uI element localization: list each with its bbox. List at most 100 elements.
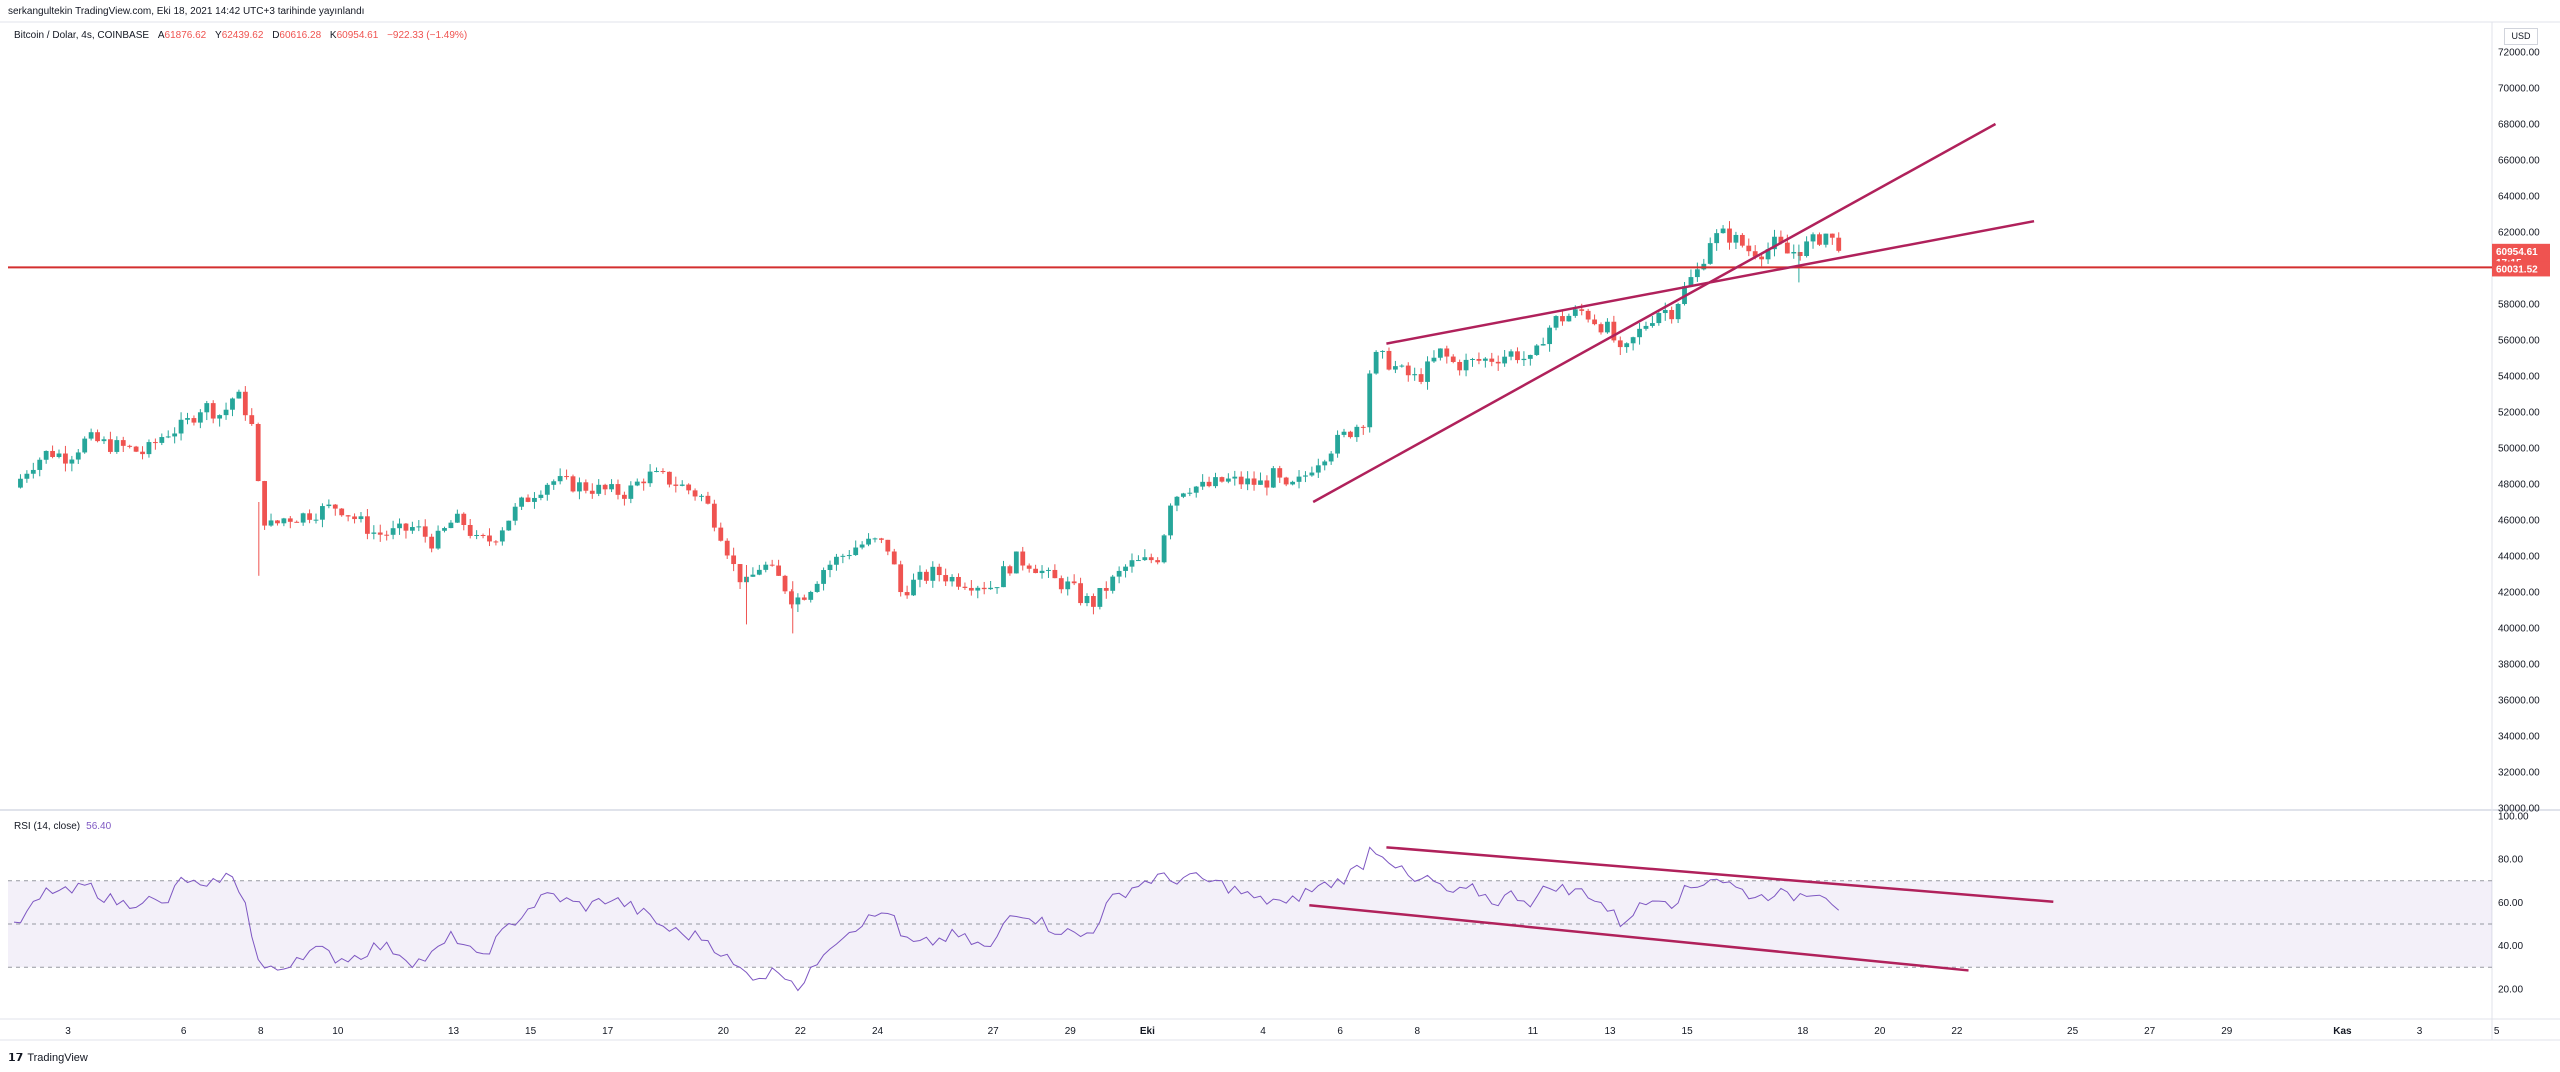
candle-body — [499, 530, 505, 542]
candle-body — [1116, 570, 1122, 577]
candle-body — [808, 591, 814, 600]
candle-body — [133, 446, 139, 452]
candle-body — [1566, 315, 1572, 322]
candle-body — [1033, 568, 1039, 574]
time-tick-label: 25 — [2067, 1026, 2079, 1037]
candle-body — [1791, 252, 1797, 254]
candle-body — [1611, 321, 1617, 341]
time-tick-label: 6 — [181, 1026, 187, 1037]
candle-body — [249, 415, 255, 425]
candle-body — [1733, 234, 1739, 243]
candle-body — [442, 528, 447, 531]
time-tick-label: 11 — [1528, 1026, 1539, 1037]
candle-body — [1656, 313, 1662, 324]
time-tick-label: 13 — [448, 1026, 460, 1037]
candle-body — [1129, 560, 1135, 567]
candle-body — [1322, 461, 1328, 466]
candle-body — [1270, 468, 1276, 488]
rsi-trendline — [1386, 846, 2054, 903]
candle-body — [1309, 472, 1315, 476]
candle-body — [448, 522, 454, 529]
candle-body — [210, 403, 216, 419]
candle-body — [191, 418, 197, 423]
candle-body — [114, 440, 120, 452]
candle-body — [988, 587, 994, 590]
candle-body — [1148, 557, 1154, 561]
candle-body — [108, 439, 113, 452]
price-tick-label: 44000.00 — [2498, 552, 2540, 563]
tradingview-logo-text: TradingView — [27, 1052, 88, 1064]
candle-body — [1470, 358, 1475, 360]
rsi-tick-label: 40.00 — [2498, 941, 2523, 952]
time-tick-label: 8 — [258, 1026, 264, 1037]
candle-body — [268, 520, 274, 526]
candle-body — [101, 439, 107, 442]
time-tick-label: 17 — [602, 1026, 614, 1037]
candle-body — [204, 403, 210, 413]
price-tick-label: 62000.00 — [2498, 228, 2540, 239]
candle-body — [300, 513, 306, 523]
candle-body — [1348, 431, 1353, 438]
open-label: A — [157, 30, 165, 41]
candle-body — [403, 523, 409, 531]
candle-body — [525, 497, 531, 502]
candle-body — [1560, 316, 1565, 322]
time-tick-label: 20 — [718, 1026, 730, 1037]
candle-body — [609, 484, 614, 490]
candle-body — [577, 482, 582, 492]
price-tick-label: 34000.00 — [2498, 732, 2540, 743]
candle-body — [255, 424, 261, 482]
candle-body — [1624, 343, 1630, 348]
candle-body — [994, 587, 1000, 589]
candle-body — [731, 555, 737, 565]
candle-body — [1476, 358, 1482, 361]
tradingview-logo[interactable]: 𝟭𝟳 TradingView — [8, 1051, 88, 1064]
candle-body — [281, 518, 287, 524]
candle-body — [1637, 328, 1642, 338]
candle-body — [416, 526, 422, 528]
rsi-line — [13, 846, 1840, 992]
candle-body — [185, 418, 190, 420]
candle-body — [1643, 325, 1649, 329]
candle-body — [384, 534, 390, 536]
candle-body — [1161, 535, 1167, 563]
price-tick-label: 42000.00 — [2498, 588, 2540, 599]
candle-body — [1765, 249, 1771, 260]
candle-body — [705, 495, 711, 504]
candle-body — [615, 484, 621, 495]
candle-body — [1245, 478, 1251, 485]
candle-body — [95, 432, 100, 442]
time-tick-label: Kas — [2333, 1026, 2352, 1037]
time-tick-label: 29 — [2221, 1026, 2233, 1037]
candle-body — [519, 497, 525, 507]
candle-body — [711, 503, 717, 528]
price-tick-label: 40000.00 — [2498, 624, 2540, 635]
candle-body — [846, 555, 852, 557]
candle-body — [789, 591, 794, 605]
candle-body — [339, 508, 345, 516]
candle-body — [313, 519, 319, 521]
price-tick-label: 58000.00 — [2498, 300, 2540, 311]
candle-body — [1046, 569, 1051, 571]
candle-body — [602, 484, 608, 490]
high-label: Y — [215, 30, 222, 41]
time-tick-label: 10 — [332, 1026, 344, 1037]
candle-body — [866, 538, 871, 545]
candle-body — [1547, 327, 1553, 345]
candle-body — [165, 436, 171, 438]
candle-body — [43, 450, 49, 460]
candle-body — [1829, 233, 1835, 238]
time-tick-label: 24 — [872, 1026, 884, 1037]
price-tick-label: 70000.00 — [2498, 84, 2540, 95]
price-tick-label: 56000.00 — [2498, 336, 2540, 347]
candle-body — [467, 524, 473, 536]
rsi-tick-label: 60.00 — [2498, 898, 2523, 909]
currency-button[interactable]: USD — [2504, 28, 2538, 45]
candle-body — [1360, 426, 1366, 428]
candle-body — [1405, 365, 1411, 376]
candle-body — [37, 459, 43, 470]
candle-body — [634, 481, 640, 486]
candle-body — [551, 481, 557, 485]
candle-body — [1617, 340, 1623, 348]
